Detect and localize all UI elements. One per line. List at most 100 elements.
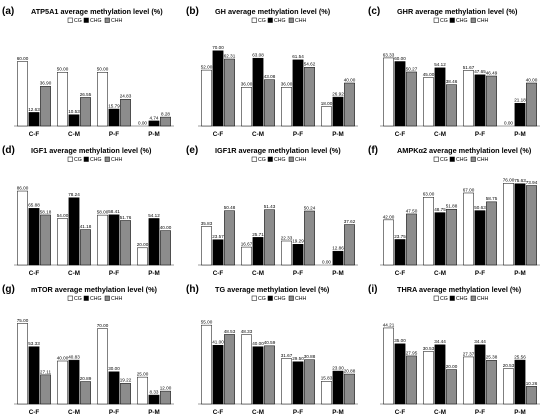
- data-label: 53.33: [28, 341, 40, 346]
- bar: [80, 97, 91, 127]
- bar: [446, 369, 457, 405]
- data-label: 15.83: [321, 376, 333, 381]
- legend-label: CHG: [274, 18, 286, 24]
- data-label: 54.62: [304, 62, 316, 67]
- bar: [463, 70, 474, 127]
- x-tick-label: P-F: [475, 270, 485, 277]
- legend-label: CHH: [111, 18, 122, 24]
- x-tick-label: P-F: [109, 409, 119, 415]
- x-tick-label: P-M: [148, 409, 160, 415]
- bar: [304, 210, 315, 266]
- bar: [17, 323, 28, 405]
- bar: [212, 344, 224, 405]
- legend-label: CHH: [111, 157, 122, 163]
- bar: [17, 190, 28, 266]
- data-label: 23.57: [212, 234, 224, 239]
- data-label: 31.67: [281, 353, 293, 358]
- legend-label: CHG: [90, 157, 102, 163]
- bar: [383, 57, 394, 127]
- data-label: 40.59: [264, 340, 276, 345]
- data-label: 26.92: [332, 91, 344, 96]
- bar: [160, 230, 171, 266]
- data-label: 43.08: [264, 74, 276, 79]
- data-label: 34.44: [434, 339, 446, 344]
- data-label: 63.08: [252, 53, 264, 58]
- chart-panel: (d) IGF1 average methylation level (%) CG C…: [2, 145, 174, 277]
- bar: [503, 368, 514, 405]
- legend-swatch: [104, 156, 110, 162]
- panel-label: (h): [186, 284, 199, 295]
- legend-swatch: [67, 156, 73, 162]
- legend-swatch: [251, 156, 257, 162]
- bar: [80, 381, 91, 405]
- data-label: 54.12: [434, 62, 446, 67]
- panel-label: (d): [2, 145, 15, 156]
- bar: [160, 390, 171, 405]
- legend-label: CHG: [90, 296, 102, 302]
- data-label: 30.88: [304, 354, 316, 359]
- legend-swatch: [267, 156, 273, 162]
- data-label: 40.00: [57, 355, 69, 360]
- x-tick-label: C-F: [29, 131, 40, 138]
- data-label: 41.18: [80, 224, 92, 229]
- bar: [241, 334, 252, 405]
- bar: [120, 383, 131, 405]
- x-tick-label: C-F: [29, 270, 40, 277]
- chart-panel: (c) GHR average methylation level (%) CG CH…: [368, 6, 540, 138]
- data-label: 30.53: [423, 346, 435, 351]
- data-label: 50.27: [406, 66, 418, 71]
- x-tick-label: C-F: [213, 409, 224, 415]
- chart-panel: (e) IGF1R average methylation level (%) CG…: [186, 145, 358, 277]
- bar: [137, 247, 148, 266]
- data-label: 51.88: [446, 204, 458, 209]
- data-label: 16.67: [241, 241, 253, 246]
- data-label: 19.22: [120, 378, 132, 383]
- data-label: 27.37: [463, 351, 475, 356]
- x-tick-label: P-M: [332, 131, 344, 138]
- x-tick-label: P-M: [514, 409, 526, 415]
- legend-swatch: [251, 295, 257, 301]
- data-label: 45.00: [423, 72, 435, 77]
- x-tick-label: P-M: [514, 270, 526, 277]
- chart-title: GH average methylation level (%): [215, 7, 331, 16]
- bar: [394, 61, 406, 127]
- legend-swatch: [83, 295, 89, 301]
- bar: [406, 71, 417, 127]
- data-label: 63.33: [383, 52, 395, 57]
- bar: [406, 213, 417, 266]
- data-label: 0.00: [322, 259, 331, 264]
- legend-swatch: [470, 156, 476, 162]
- data-label: 22.33: [281, 235, 293, 240]
- data-label: 60.00: [17, 56, 29, 61]
- bar: [97, 214, 108, 266]
- legend-label: CG: [258, 296, 266, 302]
- bar: [264, 345, 275, 405]
- bar: [148, 218, 160, 266]
- legend-label: CHH: [111, 296, 122, 302]
- data-label: 50.24: [304, 205, 316, 210]
- bar: [137, 376, 148, 405]
- legend-swatch: [470, 295, 476, 301]
- data-label: 20.88: [344, 368, 356, 373]
- bar: [423, 197, 434, 266]
- legend-swatch: [433, 156, 439, 162]
- legend-label: CG: [440, 18, 448, 24]
- data-label: 0.00: [504, 120, 513, 125]
- data-label: 55.00: [201, 320, 213, 325]
- bar: [57, 72, 68, 127]
- bar: [423, 77, 434, 127]
- bar: [423, 351, 434, 405]
- data-label: 75.00: [17, 318, 29, 323]
- bar: [264, 209, 275, 266]
- bar: [292, 244, 304, 266]
- bar: [120, 220, 131, 266]
- bar: [224, 210, 235, 266]
- data-label: 46.49: [486, 70, 498, 75]
- data-label: 70.00: [212, 45, 224, 50]
- chart-panel: (h) TG average methylation level (%) CG CHG…: [186, 284, 358, 415]
- x-tick-label: P-F: [475, 131, 485, 138]
- chart-title: TG average methylation level (%): [215, 285, 330, 294]
- chart-panel: (a) ATP5A1 average methylation level (%) C…: [2, 6, 174, 138]
- x-tick-label: C-F: [213, 270, 224, 277]
- data-label: 23.00: [332, 365, 344, 370]
